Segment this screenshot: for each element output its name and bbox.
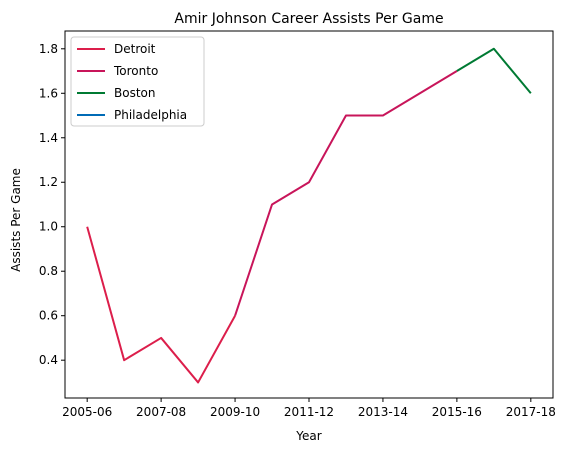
x-tick-label: 2005-06 bbox=[62, 405, 112, 419]
y-tick-label: 0.8 bbox=[39, 264, 58, 278]
legend-label-boston: Boston bbox=[114, 86, 155, 100]
x-tick-label: 2009-10 bbox=[210, 405, 260, 419]
y-axis-ticks: 0.4 0.6 0.8 1.0 1.2 1.4 1.6 1.8 bbox=[39, 42, 65, 367]
legend-label-toronto: Toronto bbox=[113, 64, 158, 78]
y-tick-label: 1.0 bbox=[39, 220, 58, 234]
y-axis-label: Assists Per Game bbox=[9, 168, 23, 272]
x-tick-label: 2015-16 bbox=[432, 405, 482, 419]
y-tick-label: 1.8 bbox=[39, 42, 58, 56]
series-line-toronto bbox=[234, 70, 458, 317]
y-tick-label: 0.6 bbox=[39, 309, 58, 323]
y-tick-label: 1.2 bbox=[39, 175, 58, 189]
chart-title: Amir Johnson Career Assists Per Game bbox=[174, 11, 443, 27]
series-line-boston bbox=[456, 47, 532, 94]
x-axis-ticks: 2005-06 2007-08 2009-10 2011-12 2013-14 2015-… bbox=[62, 398, 556, 419]
x-tick-label: 2011-12 bbox=[284, 405, 334, 419]
plot-area-frame bbox=[64, 30, 554, 399]
legend: Detroit Toronto Boston Philadelphia bbox=[70, 36, 205, 127]
legend-box bbox=[70, 36, 205, 127]
x-tick-label: 2013-14 bbox=[358, 405, 408, 419]
x-tick-label: 2007-08 bbox=[136, 405, 186, 419]
series-layer bbox=[86, 47, 532, 384]
series-line-detroit bbox=[86, 226, 236, 384]
y-tick-label: 1.6 bbox=[39, 86, 58, 100]
x-tick-label: 2017-18 bbox=[506, 405, 556, 419]
y-tick-label: 0.4 bbox=[39, 353, 58, 367]
x-axis-label: Year bbox=[295, 429, 321, 443]
y-tick-label: 1.4 bbox=[39, 131, 58, 145]
legend-label-detroit: Detroit bbox=[114, 42, 156, 56]
legend-label-philadelphia: Philadelphia bbox=[114, 108, 187, 122]
